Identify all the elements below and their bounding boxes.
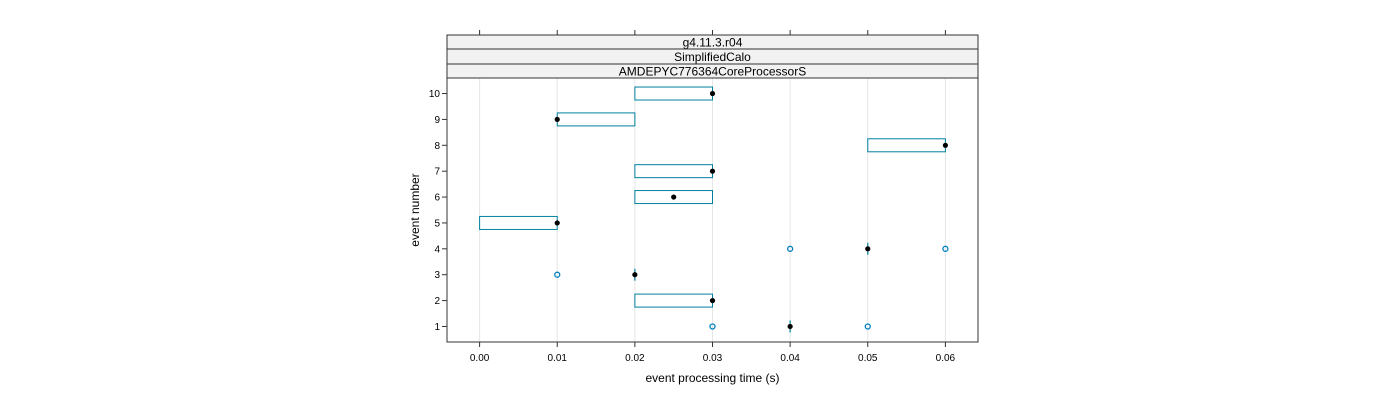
x-tick-label: 0.02 (625, 353, 645, 364)
event-5-group (479, 215, 560, 230)
outlier-point (554, 271, 561, 278)
x-tick-label: 0.01 (548, 353, 568, 364)
y-tick-label: 2 (434, 296, 440, 307)
y-tick-label: 7 (434, 167, 440, 178)
x-axis-title: event processing time (s) (645, 371, 779, 385)
x-axis: 0.00 0.01 0.02 0.03 0.04 0.05 0.06 (470, 30, 956, 364)
x-tick-label: 0.06 (936, 353, 956, 364)
event-8-group (867, 138, 948, 153)
box-event-8 (867, 138, 946, 153)
strip-label-1: g4.11.3.r04 (683, 36, 743, 50)
y-tick-label: 8 (434, 141, 440, 152)
median-point-event-4 (865, 246, 871, 252)
y-tick-label: 5 (434, 218, 440, 229)
y-axis: 1 2 3 4 5 6 7 8 9 10 (429, 89, 447, 333)
box-event-9 (556, 112, 636, 127)
event-7-group (634, 164, 716, 179)
outlier-point (942, 245, 949, 252)
event-6-group (634, 190, 713, 205)
x-tick-label: 0.05 (858, 353, 878, 364)
box-event-2 (634, 293, 713, 308)
strip-header-3: AMDEPYC776364CoreProcessorS (446, 63, 979, 79)
outlier-point (786, 245, 794, 252)
median-point-event-3 (632, 272, 638, 278)
event-1-group (709, 320, 871, 333)
event-9-group (554, 112, 636, 127)
median-point-event-1 (787, 323, 793, 330)
box-event-10 (634, 86, 713, 101)
event-3-group (554, 268, 638, 281)
y-tick-label: 6 (434, 193, 440, 204)
y-tick-label: 1 (434, 322, 440, 333)
median-point-event-9 (554, 116, 560, 123)
box-event-7 (634, 164, 713, 179)
box-event-5 (479, 215, 558, 230)
x-tick-label: 0.00 (470, 353, 490, 364)
event-10-group (634, 86, 716, 101)
strip-label-2: SimplifiedCalo (674, 50, 751, 64)
data-marks (479, 86, 949, 333)
y-tick-label: 3 (434, 270, 440, 281)
y-tick-label: 9 (434, 115, 440, 126)
box-event-6 (634, 190, 713, 205)
strip-headers: g4.11.3.r04 SimplifiedCalo AMDEPYC776364… (446, 34, 979, 79)
y-tick-label: 10 (429, 89, 441, 100)
strip-label-3: AMDEPYC776364CoreProcessorS (619, 65, 806, 79)
median-point-event-2 (709, 297, 716, 304)
outlier-point (709, 323, 716, 330)
x-tick-label: 0.03 (703, 353, 723, 364)
event-4-group (786, 242, 949, 255)
y-axis-title: event number (408, 173, 422, 246)
median-point-event-7 (709, 168, 716, 174)
median-point-event-10 (709, 90, 716, 97)
y-tick-label: 4 (434, 244, 440, 255)
strip-header-1: g4.11.3.r04 (446, 34, 979, 50)
x-tick-label: 0.04 (780, 353, 800, 364)
event-2-group (634, 293, 716, 308)
median-point-event-5 (554, 220, 560, 226)
median-point-event-6 (671, 194, 677, 200)
strip-header-2: SimplifiedCalo (446, 48, 979, 65)
median-point-event-8 (942, 142, 948, 148)
outlier-point (864, 323, 871, 330)
